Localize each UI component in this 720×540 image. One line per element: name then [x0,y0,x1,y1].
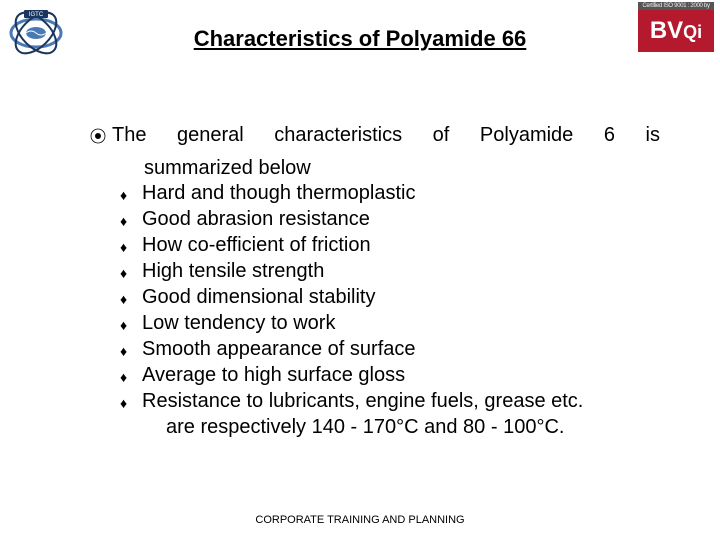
list-item: Hard and though thermoplastic [120,180,660,206]
list-item: High tensile strength [120,258,660,284]
content-area: The general characteristics of Polyamide… [90,124,660,440]
list-item: Average to high surface gloss [120,362,660,388]
intro-line: The general characteristics of Polyamide… [90,124,660,147]
intro-text: The general characteristics of Polyamide… [112,124,660,147]
list-item: Resistance to lubricants, engine fuels, … [120,388,660,414]
footer-text: CORPORATE TRAINING AND PLANNING [0,514,720,526]
cert-label: Certified ISO 9001 : 2000 by [638,2,714,10]
summary-text: summarized below [144,157,660,180]
page-title: Characteristics of Polyamide 66 [0,26,720,52]
list-item: How co-efficient of friction [120,232,660,258]
list-item: Smooth appearance of surface [120,336,660,362]
list-item-continuation: are respectively 140 - 170°C and 80 - 10… [166,414,660,440]
svg-text:IGTC: IGTC [29,12,44,18]
slide-header: IGTC Certified ISO 9001 : 2000 by BVQi C… [0,0,720,66]
list-item: Good abrasion resistance [120,206,660,232]
list-item: Low tendency to work [120,310,660,336]
characteristics-list: Hard and though thermoplastic Good abras… [120,180,660,414]
target-bullet-icon [90,128,106,144]
list-item: Good dimensional stability [120,284,660,310]
